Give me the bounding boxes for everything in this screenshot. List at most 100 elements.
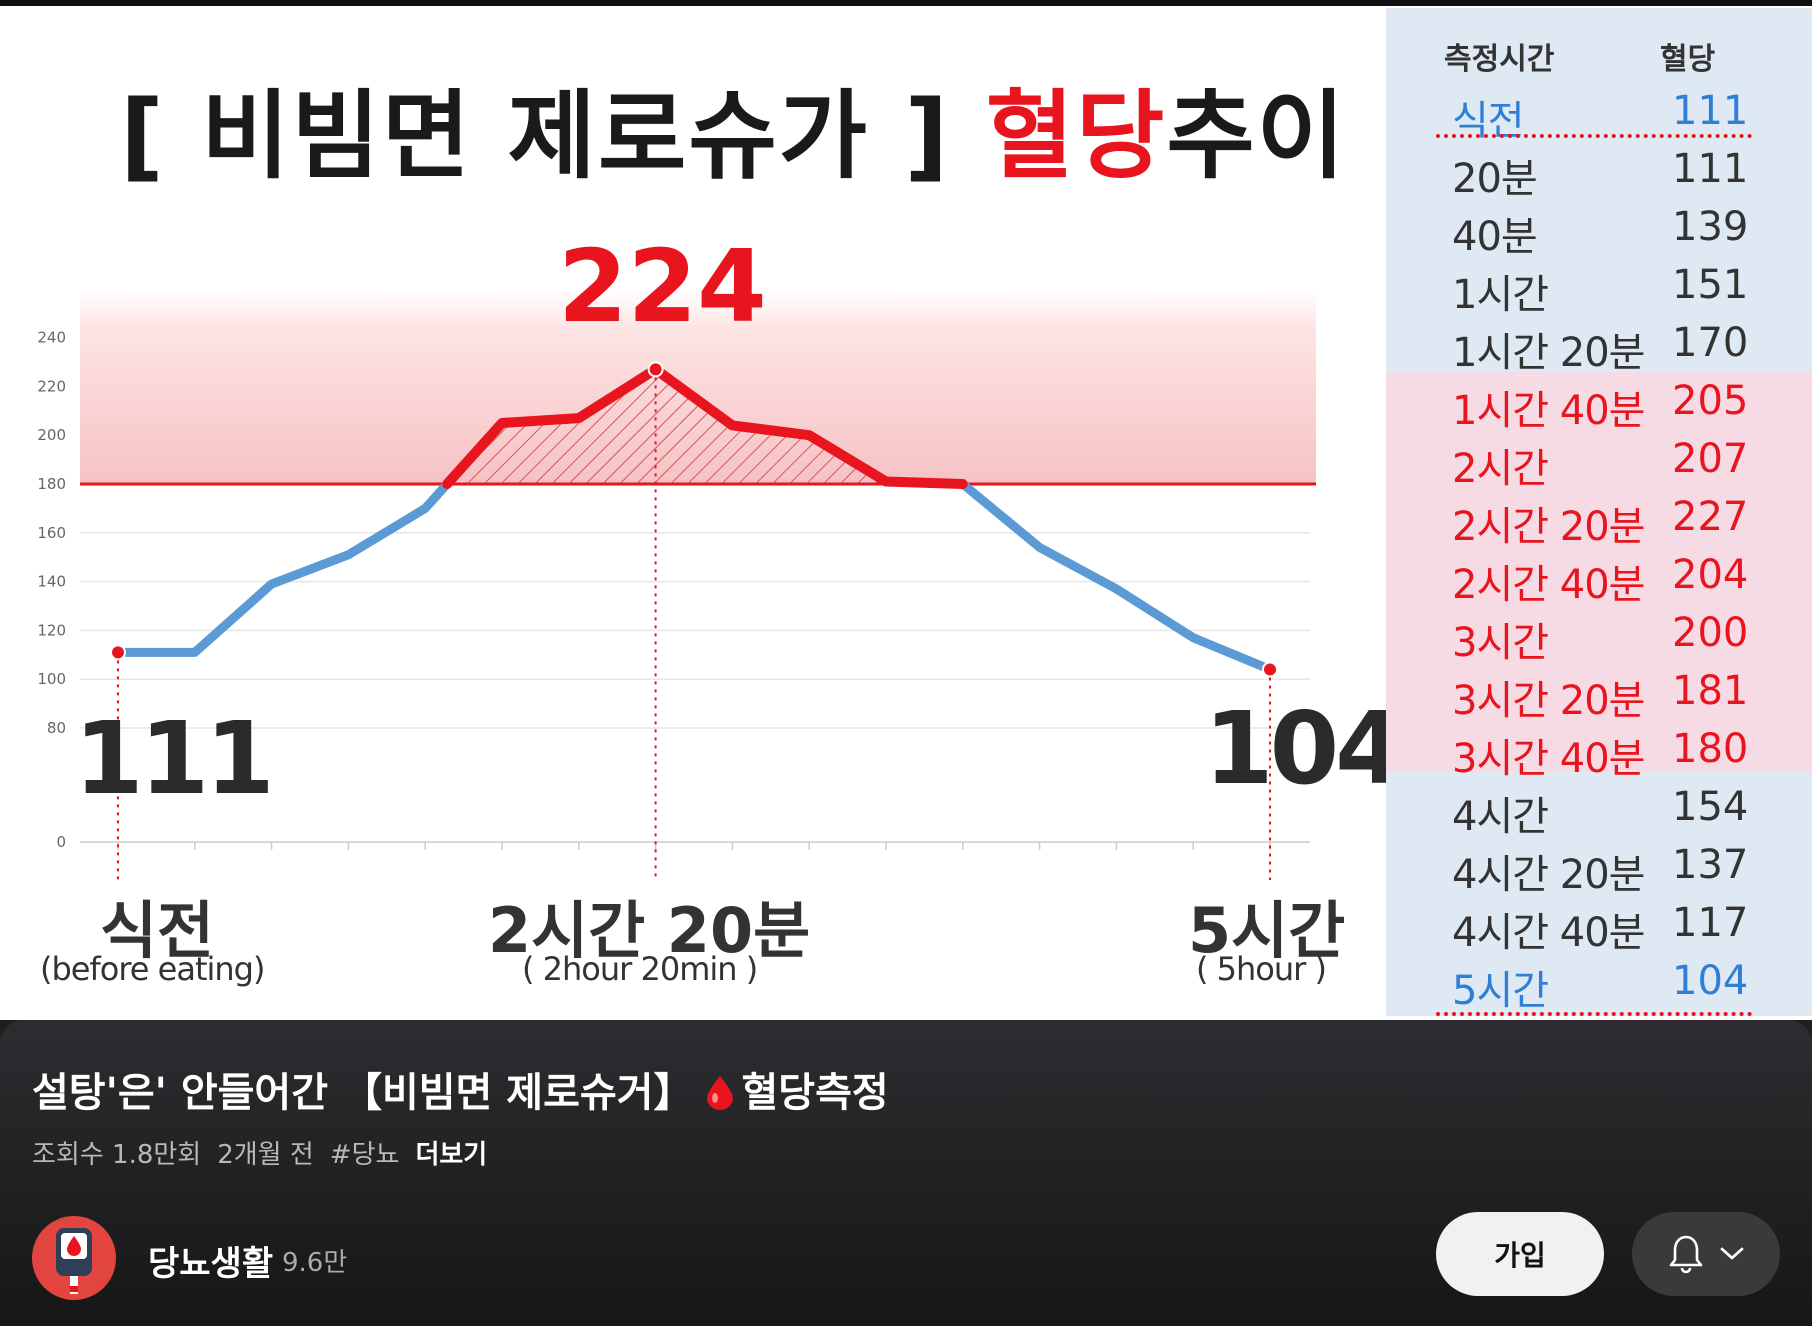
- glucometer-icon: [56, 1228, 92, 1294]
- data-point: [1037, 545, 1042, 550]
- table-row: 4시간 20분 137: [1386, 836, 1812, 898]
- data-point: [500, 421, 504, 425]
- channel-name[interactable]: 당뇨생활: [148, 1244, 274, 1284]
- table-row-value: 170: [1672, 320, 1749, 366]
- y-tick-label: 240: [37, 329, 66, 347]
- table-row-time: 4시간: [1452, 794, 1549, 840]
- dotted-divider: [1436, 1012, 1752, 1016]
- series-line-below-start: [113, 479, 452, 657]
- video-title-text-end: 혈당측정: [741, 1070, 889, 1116]
- end-value-label: 104: [1204, 690, 1405, 807]
- table-row-time: 1시간 20분: [1452, 330, 1645, 376]
- x-label-peak-time: 2시간 20분: [488, 894, 811, 967]
- table-row-value: 180: [1672, 726, 1749, 772]
- table-row-time: 4시간 40분: [1452, 910, 1645, 956]
- chevron-down-icon: [1720, 1247, 1744, 1260]
- blood-drop-icon: [707, 1076, 734, 1110]
- data-point: [730, 423, 735, 428]
- video-player[interactable]: 0 80 100 120 140 160 180 200 220 240 [ 비빔면 제로슈가 ]…: [0, 0, 1812, 1020]
- table-row: 40분 139: [1386, 198, 1812, 260]
- subscriber-count: 9.6만: [282, 1248, 348, 1278]
- key-point-marker: [647, 361, 664, 378]
- y-tick-label: 160: [37, 524, 66, 542]
- table-row: 2시간 207: [1386, 430, 1812, 492]
- table-row: 3시간 40분 180: [1386, 720, 1812, 782]
- data-point: [960, 482, 965, 486]
- start-value-label: 111: [74, 700, 275, 817]
- data-point: [1114, 586, 1119, 591]
- table-row-time: 2시간 20분: [1452, 504, 1645, 550]
- x-sublabel-peak-time: ( 2hour 20min ): [522, 950, 758, 988]
- top-border: [0, 0, 1812, 6]
- join-button[interactable]: 가입: [1436, 1212, 1604, 1296]
- y-tick-label: 220: [37, 377, 66, 395]
- table-row: 2시간 40분 204: [1386, 546, 1812, 608]
- chart-title-red: 혈당: [985, 80, 1167, 192]
- table-row: 20분 111: [1386, 140, 1812, 202]
- y-tick-label: 180: [37, 475, 66, 493]
- table-row: 1시간 20분 170: [1386, 314, 1812, 376]
- more-button[interactable]: 더보기: [415, 1140, 488, 1170]
- table-row: 4시간 40분 117: [1386, 894, 1812, 956]
- table-row: 식전 111: [1386, 82, 1812, 144]
- table-row-time: 1시간: [1452, 272, 1549, 318]
- table-row-value: 227: [1672, 494, 1749, 540]
- video-meta: 조회수 1.8만회 2개월 전 #당뇨 더보기: [32, 1134, 503, 1171]
- y-tick-label: 120: [37, 621, 66, 639]
- key-point-marker: [110, 644, 126, 661]
- table-row-value: 181: [1672, 668, 1749, 714]
- table-header-value: 혈당: [1660, 42, 1716, 77]
- data-point: [346, 552, 351, 557]
- table-row: 3시간 200: [1386, 604, 1812, 666]
- data-point: [192, 650, 197, 655]
- table-row-value: 104: [1672, 958, 1749, 1004]
- video-title-text: 설탕'은' 안들어간 【비빔면 제로슈거】: [32, 1070, 694, 1116]
- table-header-time: 측정시간: [1444, 42, 1555, 77]
- chart-title-part2: 추이: [1166, 80, 1347, 192]
- x-label-end-time: 5시간: [1188, 894, 1346, 967]
- blood-sugar-chart: 0 80 100 120 140 160 180 200 220 240: [37, 290, 1316, 880]
- table-row-value: 151: [1672, 262, 1749, 308]
- key-point-marker: [1262, 661, 1278, 678]
- high-range-band: [1386, 372, 1812, 772]
- video-title[interactable]: 설탕'은' 안들어간 【비빔면 제로슈거】 혈당측정: [32, 1060, 889, 1118]
- table-row-time: 3시간 40분: [1452, 736, 1645, 782]
- table-row-time: 20분: [1452, 156, 1538, 202]
- series-line-above: [442, 364, 968, 489]
- y-tick-label: 80: [47, 719, 66, 737]
- bell-icon: [1669, 1235, 1703, 1274]
- table-row-time: 3시간: [1452, 620, 1549, 666]
- table-row-time: 2시간: [1452, 446, 1549, 492]
- table-row: 3시간 20분 181: [1386, 662, 1812, 724]
- table-row: 1시간 151: [1386, 256, 1812, 318]
- measurement-table: 측정시간 혈당 식전 111 20분 111 40분 139 1시간 151 1시간 20분 17…: [1386, 8, 1812, 1016]
- view-count: 조회수 1.8만회: [32, 1140, 202, 1170]
- table-row: 1시간 40분 205: [1386, 372, 1812, 434]
- table-row-time: 40분: [1452, 214, 1538, 260]
- table-row: 2시간 20분 227: [1386, 488, 1812, 550]
- table-row-value: 200: [1672, 610, 1749, 656]
- peak-value-label: 224: [558, 228, 767, 345]
- upload-age: 2개월 전: [217, 1140, 314, 1170]
- table-row-time: 5시간: [1452, 968, 1549, 1014]
- y-tick-label: 140: [37, 573, 66, 591]
- y-tick-label: 100: [37, 670, 66, 688]
- x-sublabel-end-time: ( 5hour ): [1196, 950, 1327, 988]
- table-row-value: 111: [1672, 88, 1749, 134]
- x-label-before-eating: 식전: [100, 894, 215, 967]
- table-row-value: 204: [1672, 552, 1749, 598]
- video-info-panel: 설탕'은' 안들어간 【비빔면 제로슈거】 혈당측정 조회수 1.8만회 2개월 전…: [0, 1020, 1812, 1326]
- table-row-time: 4시간 20분: [1452, 852, 1645, 898]
- table-row-time: 1시간 40분: [1452, 388, 1645, 434]
- y-tick-label: 200: [37, 426, 66, 444]
- table-row-value: 117: [1672, 900, 1749, 946]
- y-tick-label: 0: [56, 833, 66, 851]
- data-point: [807, 433, 812, 438]
- table-row-value: 111: [1672, 146, 1749, 192]
- notification-button[interactable]: [1632, 1212, 1780, 1296]
- channel-avatar[interactable]: [32, 1216, 116, 1300]
- hashtag-link[interactable]: #당뇨: [329, 1140, 400, 1170]
- chart-title-part1: [ 비빔면 제로슈가 ]: [120, 80, 986, 192]
- table-row: 4시간 154: [1386, 778, 1812, 840]
- table-row-value: 205: [1672, 378, 1749, 424]
